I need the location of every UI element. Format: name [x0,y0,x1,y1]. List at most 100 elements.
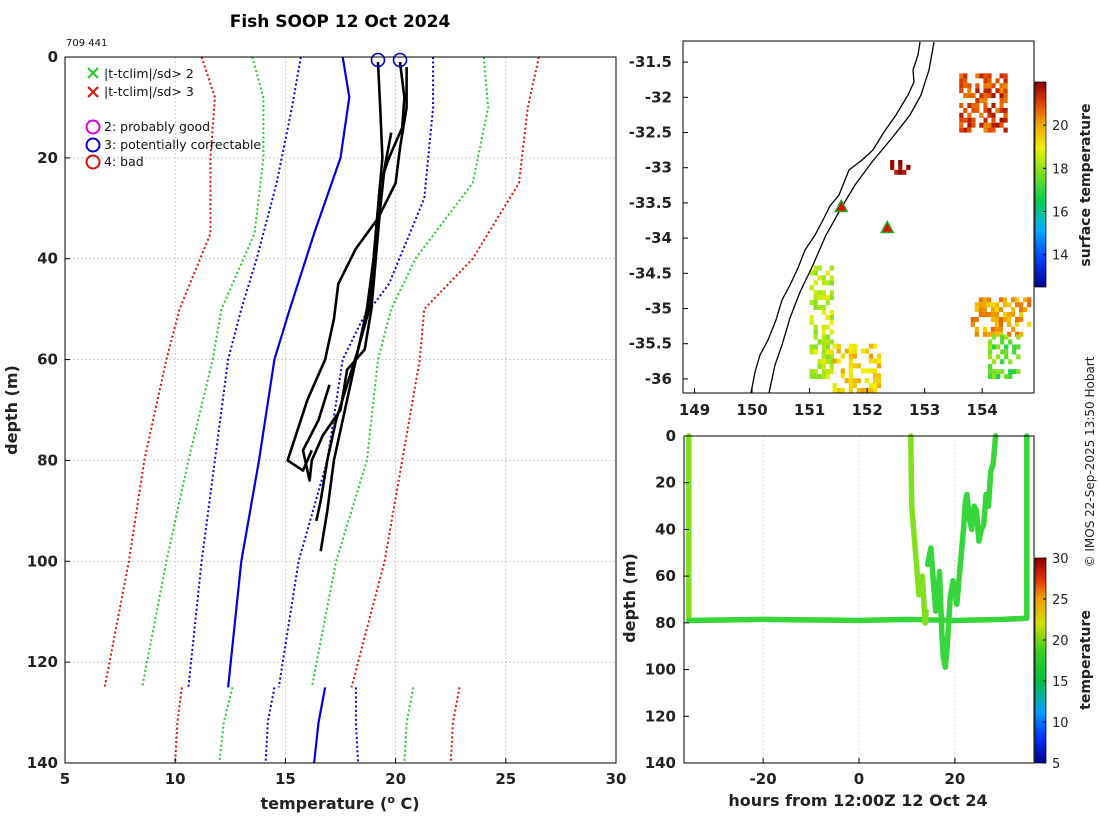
section-x-tick-label: -20 [750,770,777,788]
sst-pixel [991,83,996,89]
sst-pixel [1004,344,1009,350]
section-y-tick-label: 140 [645,754,676,772]
sst-pixel [832,388,837,394]
sst-pixel [821,349,826,355]
sst-pixel [813,300,818,306]
sst-pixel [959,88,964,94]
sst-pixel [971,93,976,99]
sst-pixel [876,358,882,364]
sst-pixel [848,383,853,389]
sst-pixel [813,305,818,310]
sst-pixel [864,368,869,374]
sst-pixel [821,339,826,345]
sst-pixel [996,344,1001,350]
sst-pixel [829,314,834,320]
sst-pixel [825,374,830,379]
section-colorbar-tick-label: 5 [1052,757,1060,772]
sst-pixel [1007,302,1012,308]
legend-label-bad: 4: bad [104,154,144,169]
sst-pixel [1000,349,1005,355]
legend-label-green: |t-tclim|/sd> 2 [104,66,194,81]
sst-pixel [988,369,993,375]
sst-pixel [860,368,865,374]
id-label: 709 441 [66,38,107,49]
sst-pixel [825,354,830,360]
sst-pixel [1027,321,1032,327]
sst-pixel [991,117,996,123]
chart-title: Fish SOOP 12 Oct 2024 [230,12,451,32]
map-x-tick-label: 154 [967,401,998,419]
sst-pixel [872,358,878,364]
sst-pixel [872,378,878,384]
map-y-tick-label: -35 [645,300,672,318]
sst-pixel [809,319,814,325]
sst-pixel [959,122,964,128]
sst-pixel [1002,312,1008,317]
sst-pixel [832,358,837,364]
sst-pixel [999,103,1004,108]
sst-pixel [987,122,992,128]
sst-pixel [990,312,995,317]
sst-pixel [1000,334,1005,340]
map-y-tick-label: -35.5 [629,335,672,353]
map-colorbar [1034,81,1047,288]
sst-pixel [872,373,878,379]
sst-pixel [809,349,814,355]
sst-pixel [999,73,1004,79]
sst-pixel [979,73,984,79]
sst-pixel [967,127,972,133]
sst-pixel [992,359,997,365]
sst-pixel [994,302,1000,308]
sst-pixel [868,388,874,394]
section-x-axis-label: hours from 12:00Z 12 Oct 24 [728,791,987,810]
sst-pixel [1003,83,1008,89]
climatology-line [174,687,183,764]
sst-pixel [1003,93,1008,99]
coastline-line [750,41,921,394]
sst-pixel [963,107,968,113]
sst-pixel [813,280,818,286]
sst-pixel [995,88,1000,94]
sst-pixel [999,107,1004,113]
sst-pixel [825,270,830,276]
sst-pixel [817,364,822,370]
map-x-tick-label: 149 [679,401,710,419]
sst-pixel [987,93,992,99]
sst-pixel [1012,349,1017,355]
sst-pixel [813,265,818,271]
x-tick-label: 30 [606,770,627,788]
sst-pixel [986,331,991,337]
sst-pixel [817,290,822,296]
sst-pixel [813,290,818,296]
sst-pixel [1027,302,1032,308]
sst-pixel [959,117,964,123]
sst-pixel [844,378,849,384]
sst-pixel [832,383,837,389]
sst-pixel [994,312,1000,317]
sst-pixel [999,98,1004,103]
sst-pixel [971,107,976,113]
sst-pixel [1003,78,1008,84]
section-y-tick-label: 80 [655,614,676,632]
sst-pixel [809,344,814,350]
sst-pixel [992,334,997,340]
sst-pixel [825,369,830,375]
sst-pixel [992,344,997,350]
sst-pixel [817,359,822,365]
sst-pixel [1019,312,1024,317]
sst-pixel [829,364,834,370]
sst-pixel [963,83,968,89]
section-track [686,433,1030,624]
colorbar-tick-label: 20 [1052,119,1069,134]
sst-pixel [1016,344,1021,350]
climatology-line [227,56,351,688]
sst-pixel [963,73,968,79]
sst-pixel [987,112,992,118]
sst-pixel [856,388,861,394]
sst-pixel [868,358,874,364]
sst-pixel [995,107,1000,113]
sst-pixel [825,334,830,340]
sst-pixel [983,83,988,89]
sst-pixel [986,297,991,303]
sst-pixel [840,373,845,379]
